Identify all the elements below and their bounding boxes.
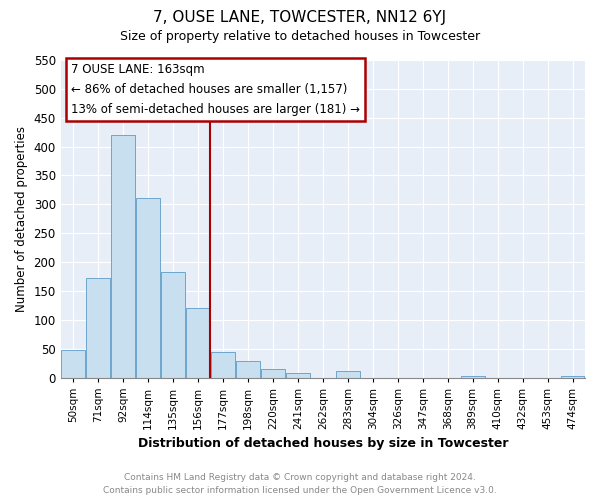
- Bar: [61, 350, 85, 378]
- Text: Size of property relative to detached houses in Towcester: Size of property relative to detached ho…: [120, 30, 480, 43]
- Bar: [236, 362, 260, 378]
- Text: Contains HM Land Registry data © Crown copyright and database right 2024.
Contai: Contains HM Land Registry data © Crown c…: [103, 473, 497, 495]
- X-axis label: Distribution of detached houses by size in Towcester: Distribution of detached houses by size …: [137, 437, 508, 450]
- Bar: [560, 376, 584, 378]
- Bar: [286, 373, 310, 378]
- Bar: [461, 376, 485, 378]
- Bar: [261, 370, 285, 378]
- Text: 7 OUSE LANE: 163sqm
← 86% of detached houses are smaller (1,157)
13% of semi-det: 7 OUSE LANE: 163sqm ← 86% of detached ho…: [71, 63, 360, 116]
- Bar: [136, 198, 160, 378]
- Bar: [86, 278, 110, 378]
- Bar: [336, 371, 359, 378]
- Bar: [111, 135, 135, 378]
- Y-axis label: Number of detached properties: Number of detached properties: [15, 126, 28, 312]
- Bar: [186, 308, 210, 378]
- Bar: [161, 272, 185, 378]
- Bar: [211, 352, 235, 378]
- Text: 7, OUSE LANE, TOWCESTER, NN12 6YJ: 7, OUSE LANE, TOWCESTER, NN12 6YJ: [154, 10, 446, 25]
